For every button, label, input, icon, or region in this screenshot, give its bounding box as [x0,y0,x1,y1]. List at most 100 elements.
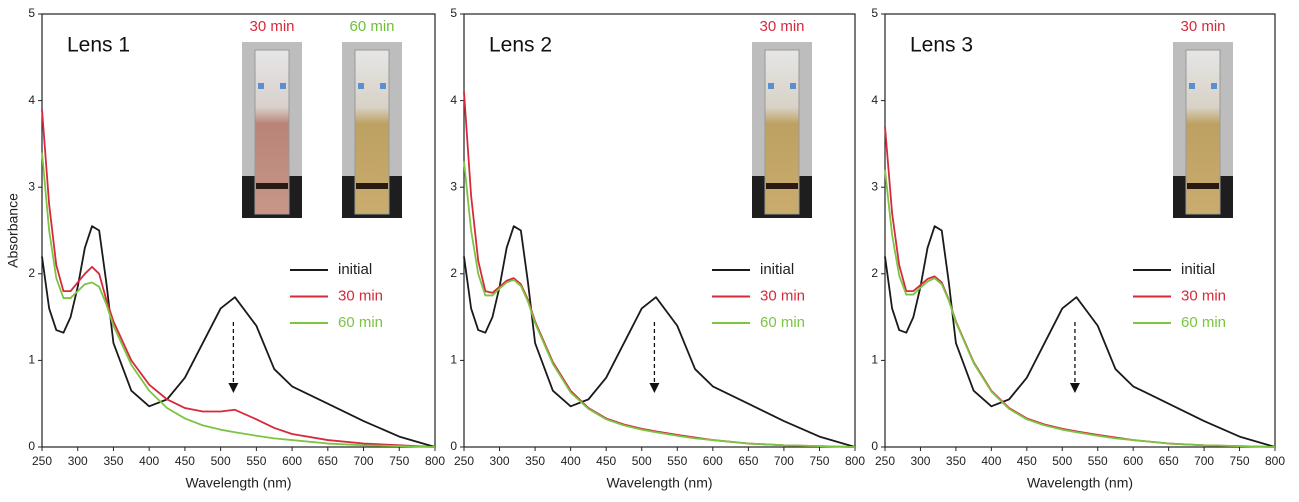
panel-title: Lens 1 [67,34,130,57]
legend-label: initial [338,261,372,278]
x-tick-label: 500 [632,454,652,468]
cuvette-line [766,183,798,189]
legend-label: 60 min [1181,314,1226,331]
cuvette-mark [380,83,386,89]
x-tick-label: 600 [703,454,723,468]
y-tick-label: 0 [28,439,35,453]
x-tick-label: 700 [774,454,794,468]
cuvette-mark [1189,83,1195,89]
x-tick-label: 650 [1159,454,1179,468]
x-axis-label: Wavelength (nm) [1027,475,1133,491]
cuvette-line [256,183,288,189]
cuvette-mark [790,83,796,89]
x-tick-label: 250 [875,454,895,468]
line-series [463,225,856,448]
x-tick-label: 500 [1052,454,1072,468]
y-tick-label: 5 [871,6,878,20]
y-tick-label: 3 [28,179,35,193]
y-tick-label: 0 [450,439,457,453]
panel-title: Lens 2 [489,34,552,57]
cuvette [254,49,290,215]
y-tick-label: 4 [871,93,878,107]
x-tick-label: 500 [211,454,231,468]
inset-label: 30 min [1180,18,1225,35]
y-tick-label: 0 [871,439,878,453]
inset-label: 30 min [249,18,294,35]
x-axis-label: Wavelength (nm) [606,475,712,491]
legend-label: initial [760,261,794,278]
x-tick-label: 800 [845,454,865,468]
x-tick-label: 800 [425,454,445,468]
x-tick-label: 450 [175,454,195,468]
legend-label: 60 min [338,314,383,331]
y-tick-label: 5 [450,6,457,20]
y-tick-label: 2 [450,266,457,280]
x-tick-label: 300 [910,454,930,468]
x-tick-label: 650 [318,454,338,468]
plot-frame [463,13,856,448]
cuvette-mark [280,83,286,89]
cuvette-photo [752,42,812,218]
arrow-head [649,383,660,393]
x-tick-label: 400 [561,454,581,468]
x-tick-label: 600 [282,454,302,468]
cuvette-mark [768,83,774,89]
y-tick-label: 3 [450,179,457,193]
x-tick-label: 600 [1123,454,1143,468]
x-tick-label: 450 [1017,454,1037,468]
line-series [884,225,1276,448]
cuvette [354,49,390,215]
y-tick-label: 4 [28,93,35,107]
cuvette-photo [342,42,402,218]
x-tick-label: 400 [981,454,1001,468]
inset-label: 30 min [759,18,804,35]
x-tick-label: 400 [139,454,159,468]
legend-label: 30 min [338,287,383,304]
x-axis-label: Wavelength (nm) [185,475,291,491]
x-tick-label: 650 [738,454,758,468]
x-tick-label: 550 [1088,454,1108,468]
x-tick-label: 350 [103,454,123,468]
x-tick-label: 750 [1230,454,1250,468]
x-tick-label: 550 [667,454,687,468]
x-tick-label: 800 [1265,454,1285,468]
x-tick-label: 300 [490,454,510,468]
y-tick-label: 2 [28,266,35,280]
x-tick-label: 750 [809,454,829,468]
y-tick-label: 2 [871,266,878,280]
y-tick-label: 4 [450,93,457,107]
x-tick-label: 750 [389,454,409,468]
line-series [41,225,436,448]
cuvette-photo [242,42,302,218]
cuvette-photo [1173,42,1233,218]
cuvette-mark [258,83,264,89]
legend-label: 60 min [760,314,805,331]
y-tick-label: 1 [871,353,878,367]
x-tick-label: 350 [525,454,545,468]
legend-label: 30 min [1181,287,1226,304]
x-tick-label: 700 [1194,454,1214,468]
panel-title: Lens 3 [910,34,973,57]
x-tick-label: 550 [246,454,266,468]
x-tick-label: 250 [32,454,52,468]
line-series [41,152,436,448]
x-tick-label: 350 [946,454,966,468]
line-series [41,109,436,448]
x-tick-label: 300 [68,454,88,468]
y-tick-label: 1 [450,353,457,367]
arrow-head [228,383,239,393]
plot-frame [41,13,436,448]
plot-frame [884,13,1276,448]
cuvette-mark [1211,83,1217,89]
line-series [463,161,856,448]
y-tick-label: 5 [28,6,35,20]
cuvette [1185,49,1221,215]
inset-label: 60 min [349,18,394,35]
x-tick-label: 450 [596,454,616,468]
cuvette-line [1187,183,1219,189]
x-tick-label: 250 [454,454,474,468]
cuvette-mark [358,83,364,89]
y-axis-label: Absorbance [5,193,21,268]
legend-label: initial [1181,261,1215,278]
